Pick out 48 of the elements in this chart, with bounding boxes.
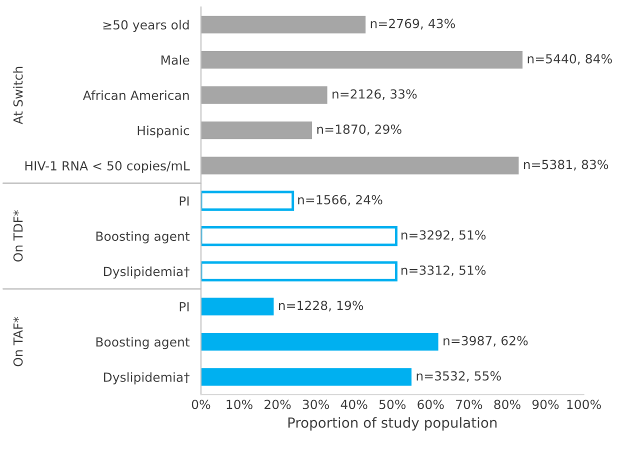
text: At Switch bbox=[13, 66, 23, 124]
y-tick-label: HIV-1 RNA < 50 copies/mL bbox=[25, 160, 190, 173]
bar bbox=[200, 332, 438, 351]
bar bbox=[200, 51, 523, 69]
y-tick-label: African American bbox=[82, 90, 189, 100]
y-tick-label: Dyslipidemia† bbox=[104, 372, 190, 384]
text: n=3312, 51% bbox=[402, 265, 486, 276]
bar bbox=[200, 226, 398, 246]
x-tick-label: 80% bbox=[494, 400, 520, 410]
y-tick-label: Male bbox=[161, 55, 190, 65]
y-tick-label: Boosting agent bbox=[96, 231, 190, 244]
text: On TDF* bbox=[13, 210, 23, 262]
x-tick-label: 90% bbox=[532, 400, 559, 410]
text: n=3987, 62% bbox=[444, 336, 528, 347]
bar bbox=[200, 86, 328, 104]
y-tick-label: ≥50 years old bbox=[103, 20, 189, 32]
text: n=1228, 19% bbox=[279, 300, 364, 312]
text: n=5440, 84% bbox=[528, 54, 612, 65]
y-tick-label: Boosting agent bbox=[96, 337, 190, 350]
bar bbox=[200, 261, 398, 282]
text: n=1566, 24% bbox=[298, 194, 382, 206]
bar bbox=[200, 298, 274, 316]
bar bbox=[200, 16, 366, 34]
text: n=1870, 29% bbox=[317, 124, 402, 136]
bar bbox=[200, 190, 294, 211]
x-tick-label: 30% bbox=[302, 400, 330, 410]
text: n=2126, 33% bbox=[332, 89, 417, 100]
x-tick-label: 0% bbox=[192, 400, 210, 410]
y-tick-label: PI bbox=[180, 196, 189, 206]
text: n=3532, 55% bbox=[416, 371, 501, 382]
y-tick-label: Hispanic bbox=[138, 126, 190, 138]
x-tick-label: 20% bbox=[264, 400, 291, 410]
x-tick-label: 100% bbox=[567, 400, 601, 410]
y-tick-label: PI bbox=[180, 302, 189, 312]
bar bbox=[200, 368, 412, 386]
x-tick-label: 40% bbox=[340, 400, 368, 410]
text: On TAF* bbox=[13, 316, 23, 366]
text: n=3292, 51% bbox=[402, 230, 486, 241]
x-axis-title: Proportion of study population bbox=[288, 417, 497, 431]
x-tick-label: 60% bbox=[418, 400, 444, 410]
x-tick-label: 10% bbox=[226, 400, 252, 410]
text: n=2769, 43% bbox=[370, 18, 455, 30]
y-tick-label: Dyslipidemia† bbox=[104, 266, 190, 279]
text: n=5381, 83% bbox=[524, 160, 608, 170]
x-tick-label: 50% bbox=[379, 400, 406, 410]
bar bbox=[200, 122, 312, 140]
bar bbox=[200, 156, 519, 174]
x-tick-label: 70% bbox=[456, 400, 482, 410]
